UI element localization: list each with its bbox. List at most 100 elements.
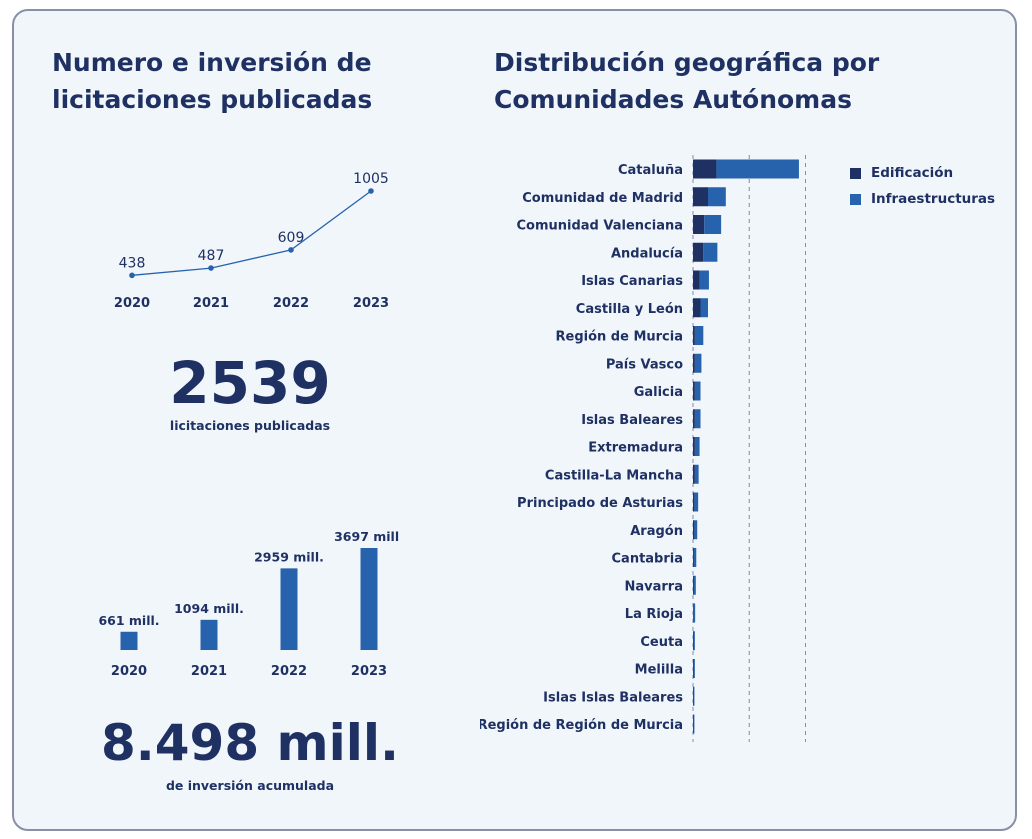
bar-pais-vasco-infraestructuras xyxy=(694,353,702,373)
bar-cantabria-infraestructuras xyxy=(693,548,697,567)
bar-aragon-infraestructuras xyxy=(694,520,698,540)
region-label-islas-baleares: Islas Baleares xyxy=(581,413,683,428)
bar-pais-vasco-edificacion xyxy=(693,353,695,373)
bar-aragon-edificacion xyxy=(693,520,695,540)
region-label-islas-islas-baleares: Islas Islas Baleares xyxy=(543,690,683,705)
chart-legend: Edificación Infraestructuras xyxy=(850,160,995,212)
count-line xyxy=(131,190,372,276)
bar-andalucia-infraestructuras xyxy=(703,242,718,262)
region-label-aragon: Aragón xyxy=(630,524,683,539)
total-investment-value: 8.498 mill. xyxy=(100,714,400,772)
region-label-comunidad-de-madrid: Comunidad de Madrid xyxy=(522,191,683,206)
left-panel-title: Numero e inversión de licitaciones publi… xyxy=(52,48,373,114)
count-year-label-2023: 2023 xyxy=(353,296,389,311)
bar-principado-de-asturias-infraestructuras xyxy=(694,492,699,512)
region-label-region-de-region-de-murcia: Región de Región de Murcia xyxy=(480,718,683,733)
count-point-2023 xyxy=(368,188,374,194)
count-year-label-2021: 2021 xyxy=(193,296,229,311)
bar-region-de-murcia-edificacion xyxy=(693,326,695,345)
investment-data-label-2021: 1094 mill. xyxy=(174,601,244,616)
region-label-ceuta: Ceuta xyxy=(640,635,683,650)
legend-swatch-edificacion xyxy=(850,167,861,179)
investment-bar-2021 xyxy=(200,619,218,650)
count-data-label-2022: 609 xyxy=(278,230,305,246)
bar-extremadura-edificacion xyxy=(693,437,695,456)
bar-region-de-region-de-murcia-edificacion xyxy=(693,714,694,734)
bar-castilla-la-mancha-edificacion xyxy=(693,464,695,484)
bar-islas-islas-baleares-infraestructuras xyxy=(693,686,695,706)
bar-cantabria-edificacion xyxy=(693,548,694,567)
bar-comunidad-valenciana-edificacion xyxy=(693,215,705,234)
bar-castilla-la-mancha-infraestructuras xyxy=(694,464,699,484)
dashboard-card xyxy=(12,9,1017,831)
region-label-islas-canarias: Islas Canarias xyxy=(581,274,683,289)
bar-castilla-y-leon-edificacion xyxy=(693,298,701,318)
investment-bar-2022 xyxy=(280,568,298,650)
count-data-label-2021: 487 xyxy=(198,248,225,264)
investment-data-label-2020: 661 mill. xyxy=(98,613,159,628)
bar-galicia-edificacion xyxy=(693,381,695,401)
bar-andalucia-edificacion xyxy=(693,242,704,262)
bar-islas-baleares-edificacion xyxy=(693,409,695,429)
bar-ceuta-infraestructuras xyxy=(693,631,695,651)
region-label-castilla-y-leon: Castilla y León xyxy=(576,302,683,317)
total-investment-label: de inversión acumulada xyxy=(165,778,335,793)
region-label-comunidad-valenciana: Comunidad Valenciana xyxy=(516,219,683,234)
region-label-galicia: Galicia xyxy=(634,385,683,400)
investment-bar-chart: 661 mill. 2020 1094 mill. 2021 2959 mill. 202… xyxy=(98,529,400,679)
bar-islas-baleares-infraestructuras xyxy=(694,409,701,429)
count-point-2020 xyxy=(129,272,135,279)
bar-islas-canarias-infraestructuras xyxy=(699,270,709,290)
region-label-castilla-la-mancha: Castilla-La Mancha xyxy=(545,468,683,483)
bar-melilla-infraestructuras xyxy=(693,659,695,678)
count-point-2021 xyxy=(208,265,214,271)
count-year-label-2020: 2020 xyxy=(114,296,150,311)
region-label-navarra: Navarra xyxy=(625,579,684,594)
bar-comunidad-de-madrid-edificacion xyxy=(693,187,708,207)
regional-distribution-chart: Cataluña Comunidad de Madrid Comunidad Val… xyxy=(480,155,806,742)
tenders-count-line-chart: 438 2020 487 2021 609 2022 1005 2023 xyxy=(114,171,389,311)
region-label-region-de-murcia: Región de Murcia xyxy=(556,330,684,345)
bar-ceuta-edificacion xyxy=(693,631,694,651)
bar-cataluna-infraestructuras xyxy=(716,159,799,179)
investment-year-label-2022: 2022 xyxy=(271,664,307,679)
bar-region-de-region-de-murcia-infraestructuras xyxy=(693,714,695,734)
region-label-pais-vasco: País Vasco xyxy=(606,357,683,372)
region-label-andalucia: Andalucía xyxy=(611,246,683,261)
region-label-melilla: Melilla xyxy=(635,663,683,678)
investment-year-label-2020: 2020 xyxy=(111,664,147,679)
legend-swatch-infraestructuras xyxy=(850,193,861,205)
bar-navarra-edificacion xyxy=(693,575,694,595)
bar-islas-canarias-edificacion xyxy=(693,270,700,290)
bar-comunidad-valenciana-infraestructuras xyxy=(704,215,722,234)
bar-principado-de-asturias-edificacion xyxy=(693,492,695,512)
count-year-label-2022: 2022 xyxy=(273,296,309,311)
bar-region-de-murcia-infraestructuras xyxy=(694,326,704,345)
bar-islas-islas-baleares-edificacion xyxy=(693,686,694,706)
investment-year-label-2023: 2023 xyxy=(351,664,387,679)
investment-bar-2023 xyxy=(360,548,378,650)
bar-castilla-y-leon-infraestructuras xyxy=(700,298,708,318)
investment-data-label-2022: 2959 mill. xyxy=(254,549,324,564)
bar-comunidad-de-madrid-infraestructuras xyxy=(708,187,726,207)
bar-cataluna-edificacion xyxy=(693,159,717,179)
count-data-label-2020: 438 xyxy=(119,255,146,271)
right-panel-title: Distribución geográfica por Comunidades … xyxy=(494,48,880,114)
investment-data-label-2023: 3697 mill. xyxy=(334,529,400,544)
count-point-2022 xyxy=(288,247,294,253)
region-label-cataluna: Cataluña xyxy=(618,163,683,178)
region-label-principado-de-asturias: Principado de Asturias xyxy=(517,496,683,511)
region-label-extremadura: Extremadura xyxy=(588,441,683,456)
bar-melilla-edificacion xyxy=(693,659,694,678)
total-tenders-label: licitaciones publicadas xyxy=(169,418,331,433)
investment-year-label-2021: 2021 xyxy=(191,664,227,679)
bar-extremadura-infraestructuras xyxy=(694,437,700,456)
legend-item-edificacion: Edificación xyxy=(850,160,995,186)
bar-la-rioja-infraestructuras xyxy=(693,603,696,623)
count-data-label-2023: 1005 xyxy=(353,171,389,187)
legend-label-edificacion: Edificación xyxy=(871,165,954,181)
bar-la-rioja-edificacion xyxy=(693,603,694,623)
legend-item-infraestructuras: Infraestructuras xyxy=(850,186,995,212)
region-label-cantabria: Cantabria xyxy=(612,552,684,567)
bar-navarra-infraestructuras xyxy=(693,575,696,595)
